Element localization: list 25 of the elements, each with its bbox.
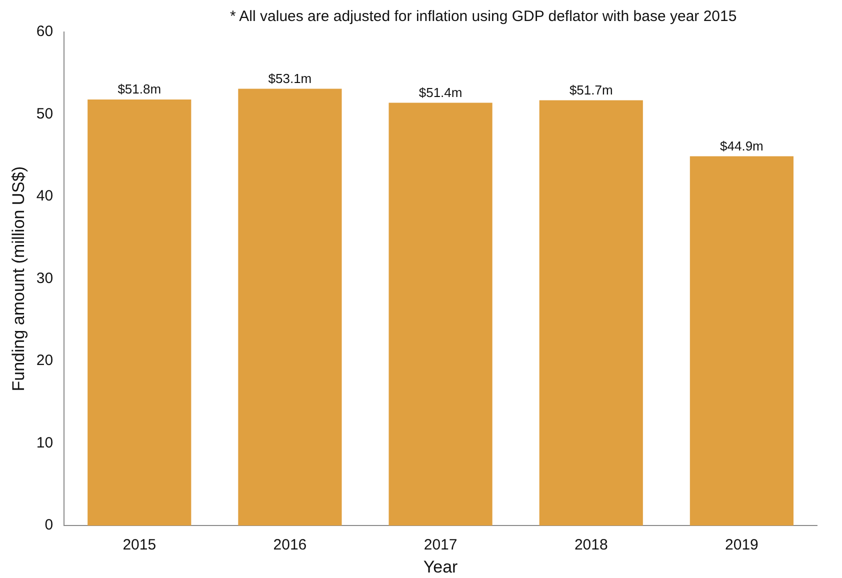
y-tick-label: 50 bbox=[36, 105, 54, 122]
data-label: $51.8m bbox=[118, 82, 162, 97]
data-label: $51.7m bbox=[569, 82, 613, 98]
y-tick-label: 30 bbox=[36, 270, 54, 287]
bar bbox=[539, 100, 643, 526]
y-tick-label: 60 bbox=[36, 23, 54, 40]
x-tick-label: 2018 bbox=[574, 536, 608, 554]
bar bbox=[388, 102, 492, 526]
y-tick-label: 10 bbox=[36, 434, 54, 452]
y-tick-label: 20 bbox=[36, 352, 54, 370]
data-label: $53.1m bbox=[268, 70, 312, 86]
y-tick-label: 40 bbox=[36, 188, 54, 205]
data-label: $44.9m bbox=[720, 138, 764, 154]
bar bbox=[690, 156, 794, 526]
bar bbox=[238, 88, 342, 526]
x-tick-label: 2015 bbox=[122, 536, 156, 554]
x-tick-label: 2016 bbox=[273, 536, 307, 554]
y-tick-label: 0 bbox=[44, 516, 54, 534]
bar bbox=[88, 99, 192, 526]
text: * All values are adjusted for inflation using GDP deflator with base year 2015 bbox=[230, 8, 737, 25]
x-axis-title: Year bbox=[423, 557, 458, 576]
y-axis-title: Funding amount (million US$) bbox=[8, 166, 28, 392]
data-label: $51.4m bbox=[418, 84, 462, 100]
x-tick-label: 2017 bbox=[424, 536, 458, 554]
x-tick-label: 2019 bbox=[725, 536, 758, 554]
